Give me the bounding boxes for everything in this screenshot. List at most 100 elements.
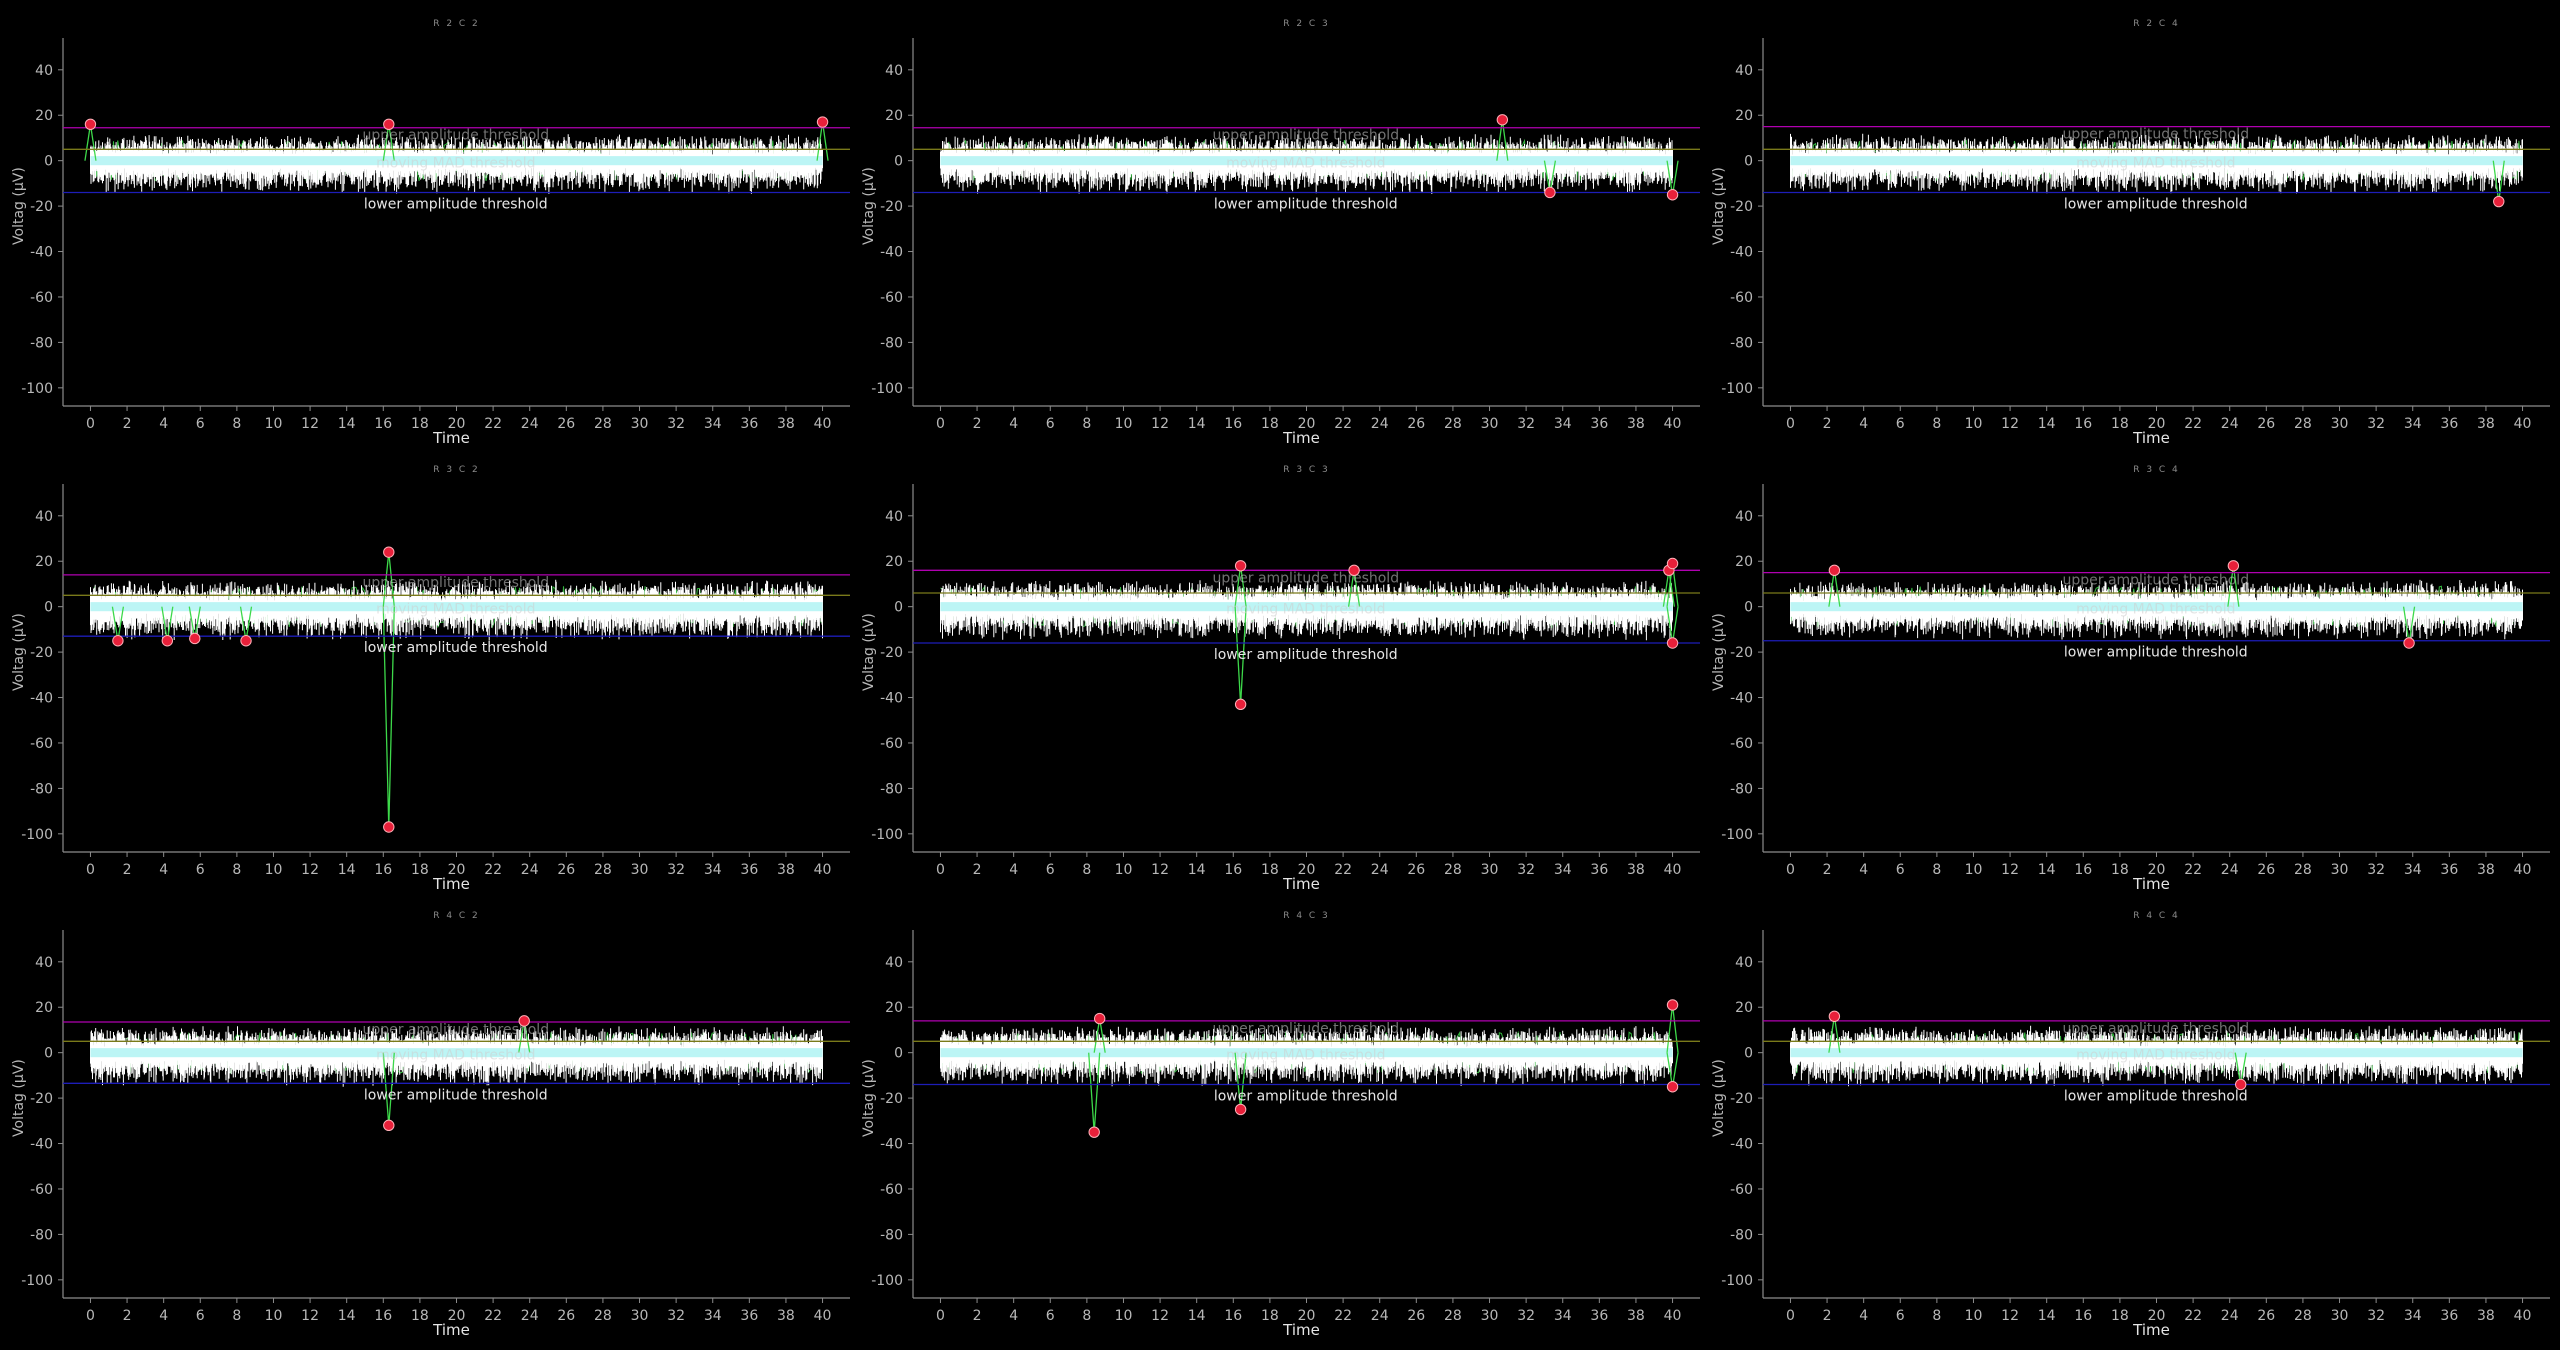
y-tick-label: -100	[21, 1273, 53, 1289]
x-tick-label: 20	[1298, 862, 1316, 878]
y-tick-label: -80	[880, 335, 903, 351]
y-tick-label: -20	[30, 645, 53, 661]
x-axis-label: Time	[1282, 429, 1320, 446]
y-tick-label: -40	[1730, 245, 1753, 261]
y-tick-label: -60	[880, 1182, 903, 1198]
x-tick-label: 14	[338, 1308, 356, 1324]
y-tick-label: 40	[35, 509, 53, 525]
x-tick-label: 10	[1965, 862, 1983, 878]
spike-marker	[1666, 999, 1679, 1011]
x-tick-label: 28	[2294, 1308, 2312, 1324]
x-axis-label: Time	[2132, 875, 2170, 892]
x-tick-label: 12	[301, 1308, 319, 1324]
spike-marker	[383, 1119, 395, 1132]
x-tick-label: 28	[594, 1308, 612, 1324]
x-tick-label: 30	[2331, 862, 2349, 878]
x-tick-label: 40	[1664, 416, 1682, 432]
x-tick-label: 32	[1517, 862, 1535, 878]
x-tick-label: 22	[484, 862, 502, 878]
panel-title: R 3 C 4	[2133, 465, 2180, 475]
spike-marker	[1544, 186, 1556, 199]
x-tick-label: 34	[704, 416, 722, 432]
x-tick-label: 2	[123, 1308, 132, 1324]
x-tick-label: 36	[1590, 862, 1608, 878]
y-tick-label: 40	[885, 63, 903, 79]
raw-signal-trace	[1790, 579, 2523, 640]
y-tick-label: 0	[1744, 154, 1753, 170]
spike-marker	[383, 821, 395, 833]
x-tick-label: 24	[2221, 416, 2239, 432]
spike-marker	[1234, 698, 1247, 711]
y-tick-label: -100	[21, 827, 53, 843]
spike-marker	[2234, 1078, 2247, 1091]
x-tick-label: 40	[814, 416, 832, 432]
x-tick-label: 18	[2111, 416, 2129, 432]
x-tick-label: 18	[411, 416, 429, 432]
y-tick-label: -100	[21, 381, 53, 397]
x-tick-label: 30	[631, 862, 649, 878]
x-tick-label: 4	[1859, 862, 1868, 878]
x-tick-label: 6	[1046, 1308, 1055, 1324]
x-tick-label: 28	[1444, 1308, 1462, 1324]
x-tick-label: 18	[411, 862, 429, 878]
x-tick-label: 12	[2001, 862, 2019, 878]
x-tick-label: 20	[448, 1308, 466, 1324]
y-tick-label: -80	[1730, 335, 1753, 351]
spike-marker	[518, 1015, 530, 1027]
x-tick-label: 30	[1481, 1308, 1499, 1324]
spike-marker	[1666, 557, 1679, 570]
x-tick-label: 30	[1481, 862, 1499, 878]
spike-marker	[84, 118, 97, 131]
x-tick-label: 6	[1896, 862, 1905, 878]
raw-signal-trace	[1790, 133, 2523, 194]
spike-marker	[1234, 560, 1247, 572]
x-tick-label: 20	[448, 416, 466, 432]
x-tick-label: 24	[2221, 862, 2239, 878]
x-tick-label: 12	[2001, 416, 2019, 432]
x-tick-label: 16	[1224, 1308, 1242, 1324]
x-tick-label: 32	[667, 1308, 685, 1324]
x-tick-label: 38	[2477, 1308, 2495, 1324]
x-tick-label: 10	[265, 416, 283, 432]
x-tick-label: 24	[1371, 862, 1389, 878]
x-axis-label: Time	[432, 429, 470, 446]
x-tick-label: 0	[936, 1308, 945, 1324]
x-tick-label: 8	[232, 1308, 241, 1324]
y-tick-label: 20	[35, 1000, 53, 1016]
x-tick-label: 34	[1554, 862, 1572, 878]
x-tick-label: 38	[777, 1308, 795, 1324]
mad-band	[1790, 156, 2523, 166]
upper-threshold-annotation: upper amplitude threshold	[362, 128, 549, 144]
x-tick-label: 14	[1188, 1308, 1206, 1324]
x-tick-label: 26	[557, 1308, 575, 1324]
x-tick-label: 20	[1298, 416, 1316, 432]
x-tick-label: 14	[2038, 862, 2056, 878]
x-tick-label: 26	[1407, 862, 1425, 878]
x-axis-label: Time	[432, 875, 470, 892]
x-tick-label: 24	[1371, 1308, 1389, 1324]
x-tick-label: 4	[159, 416, 168, 432]
y-tick-label: -20	[1730, 645, 1753, 661]
x-tick-label: 16	[2074, 862, 2092, 878]
x-tick-label: 16	[2074, 416, 2092, 432]
x-tick-label: 34	[2404, 862, 2422, 878]
y-tick-label: 40	[35, 63, 53, 79]
spike-marker	[1828, 1010, 1841, 1023]
y-tick-label: -40	[880, 245, 903, 261]
y-tick-label: 20	[35, 554, 53, 570]
spike-marker	[1234, 1103, 1247, 1116]
x-tick-label: 8	[1082, 416, 1091, 432]
y-axis-label: Voltag (µV)	[861, 1059, 877, 1137]
mad-threshold-annotation: moving MAD threshold	[1226, 602, 1385, 618]
x-tick-label: 26	[2257, 416, 2275, 432]
x-tick-label: 14	[1188, 416, 1206, 432]
x-tick-label: 36	[740, 862, 758, 878]
x-tick-label: 2	[973, 1308, 982, 1324]
lower-threshold-annotation: lower amplitude threshold	[1214, 1088, 1398, 1104]
x-tick-label: 18	[1261, 416, 1279, 432]
y-tick-label: 40	[885, 509, 903, 525]
